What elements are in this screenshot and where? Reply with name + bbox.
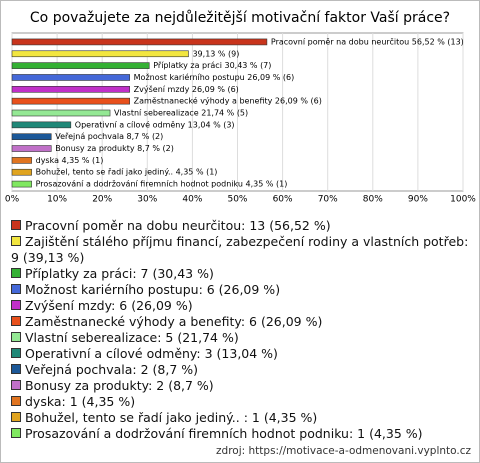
legend-swatch — [11, 380, 21, 390]
legend-entry: Vlastní seberealizace: 5 (21,74 %) — [11, 330, 471, 346]
legend-swatch — [11, 268, 21, 278]
x-tick-label: 50% — [227, 195, 247, 205]
legend-swatch — [11, 220, 21, 230]
legend: Pracovní poměr na dobu neurčitou: 13 (56… — [11, 218, 471, 442]
source: zdroj: https://motivace-a-odmenovani.vyp… — [216, 445, 471, 457]
x-tick-label: 90% — [408, 195, 428, 205]
legend-entry: Bonusy za produkty: 2 (8,7 %) — [11, 378, 471, 394]
value-label: Zaměstnanecké výhody a benefity 26,09 % … — [134, 96, 322, 106]
x-tick-label: 30% — [137, 195, 157, 205]
value-label: 39,13 % (9) — [192, 49, 239, 58]
legend-swatch — [11, 348, 21, 358]
legend-entry: Možnost kariérního postupu: 6 (26,09 %) — [11, 282, 471, 298]
value-label: Veřejná pochvala 8,7 % (2) — [55, 132, 163, 141]
value-label: Možnost kariérního postupu 26,09 % (6) — [134, 72, 295, 82]
x-tick-label: 10% — [47, 195, 67, 205]
value-label: Bohužel, tento se řadí jako jediný.. 4,3… — [36, 168, 218, 177]
value-label: Příplatky za práci 30,43 % (7) — [153, 61, 271, 70]
legend-entry: Operativní a cílové odměny: 3 (13,04 %) — [11, 346, 471, 362]
legend-label: Bohužel, tento se řadí jako jediný.. : 1… — [25, 410, 318, 425]
value-label: Operativní a cílové odměny 13,04 % (3) — [75, 119, 235, 129]
chart: Co považujete za nejdůležitější motivačn… — [5, 10, 476, 205]
x-tick-label: 20% — [92, 195, 112, 205]
legend-swatch — [11, 284, 21, 294]
bar — [11, 86, 130, 93]
legend-label: Vlastní seberealizace: 5 (21,74 %) — [25, 330, 239, 345]
legend-label: Příplatky za práci: 7 (30,43 %) — [25, 266, 214, 281]
legend-entry: Zajištění stálého příjmu financí, zabezp… — [11, 234, 471, 266]
bar — [11, 109, 111, 117]
value-label: Bonusy za produkty 8,7 % (2) — [55, 144, 174, 153]
legend-swatch — [11, 300, 21, 310]
bar — [11, 133, 52, 140]
bar — [11, 157, 32, 164]
legend-entry: Zaměstnanecké výhody a benefity: 6 (26,0… — [11, 314, 471, 330]
bar — [11, 97, 130, 105]
legend-swatch — [11, 316, 21, 326]
legend-label: Zaměstnanecké výhody a benefity: 6 (26,0… — [25, 314, 323, 329]
bar — [11, 62, 150, 69]
value-label: Vlastní seberealizace 21,74 % (5) — [114, 109, 248, 118]
x-tick-label: 70% — [318, 195, 338, 205]
legend-entry: Veřejná pochvala: 2 (8,7 %) — [11, 362, 471, 378]
legend-entry: Pracovní poměr na dobu neurčitou: 13 (56… — [11, 218, 471, 234]
legend-swatch — [11, 332, 21, 342]
legend-label: Pracovní poměr na dobu neurčitou: 13 (56… — [25, 218, 331, 233]
value-label: Zvýšení mzdy 26,09 % (6) — [134, 84, 239, 94]
value-label: Pracovní poměr na dobu neurčitou 56,52 %… — [271, 36, 464, 46]
legend-label: Možnost kariérního postupu: 6 (26,09 %) — [25, 282, 281, 297]
legend-entry: Bohužel, tento se řadí jako jediný.. : 1… — [11, 410, 471, 426]
legend-swatch — [11, 236, 21, 246]
legend-swatch — [11, 412, 21, 422]
bar — [11, 180, 32, 188]
legend-label: Zvýšení mzdy: 6 (26,09 %) — [25, 298, 193, 313]
legend-entry: Zvýšení mzdy: 6 (26,09 %) — [11, 298, 471, 314]
legend-label: Veřejná pochvala: 2 (8,7 %) — [25, 362, 199, 377]
legend-label: Prosazování a dodržování firemních hodno… — [25, 426, 423, 441]
bar — [11, 145, 52, 152]
value-label: Prosazování a dodržování firemních hodno… — [36, 180, 288, 189]
bar — [11, 121, 72, 129]
legend-entry: Prosazování a dodržování firemních hodno… — [11, 426, 471, 442]
value-label: dyska 4,35 % (1) — [36, 156, 104, 165]
x-tick-label: 0% — [5, 195, 20, 205]
legend-label: dyska: 1 (4,35 %) — [25, 394, 136, 409]
x-tick-label: 80% — [363, 195, 383, 205]
bar — [11, 50, 189, 58]
chart-title: Co považujete za nejdůležitější motivačn… — [30, 10, 450, 26]
legend-label: Bonusy za produkty: 2 (8,7 %) — [25, 378, 214, 393]
bar — [11, 38, 268, 46]
legend-label: Operativní a cílové odměny: 3 (13,04 %) — [25, 346, 278, 361]
legend-entry: dyska: 1 (4,35 %) — [11, 394, 471, 410]
legend-label: Zajištění stálého příjmu financí, zabezp… — [11, 234, 469, 265]
legend-swatch — [11, 396, 21, 406]
x-tick-label: 40% — [182, 195, 202, 205]
legend-entry: Příplatky za práci: 7 (30,43 %) — [11, 266, 471, 282]
x-tick-label: 60% — [273, 195, 293, 205]
bar — [11, 168, 32, 176]
legend-swatch — [11, 364, 21, 374]
legend-swatch — [11, 428, 21, 438]
x-tick-label: 100% — [450, 195, 476, 205]
bar — [11, 74, 130, 81]
